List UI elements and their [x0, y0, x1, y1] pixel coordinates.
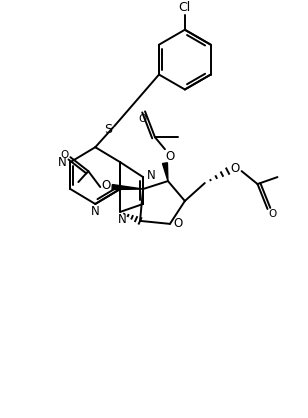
Text: N: N	[147, 168, 156, 181]
Text: O: O	[102, 178, 111, 191]
Text: Cl: Cl	[179, 1, 191, 14]
Text: N: N	[118, 214, 127, 227]
Text: O: O	[165, 150, 175, 163]
Text: O: O	[268, 209, 277, 219]
Polygon shape	[163, 163, 168, 181]
Polygon shape	[112, 185, 143, 189]
Text: O: O	[230, 162, 239, 175]
Text: O: O	[173, 217, 183, 230]
Text: S: S	[104, 123, 112, 136]
Text: N: N	[58, 155, 67, 168]
Text: O: O	[138, 115, 146, 124]
Text: O: O	[60, 150, 68, 160]
Text: N: N	[91, 205, 100, 219]
